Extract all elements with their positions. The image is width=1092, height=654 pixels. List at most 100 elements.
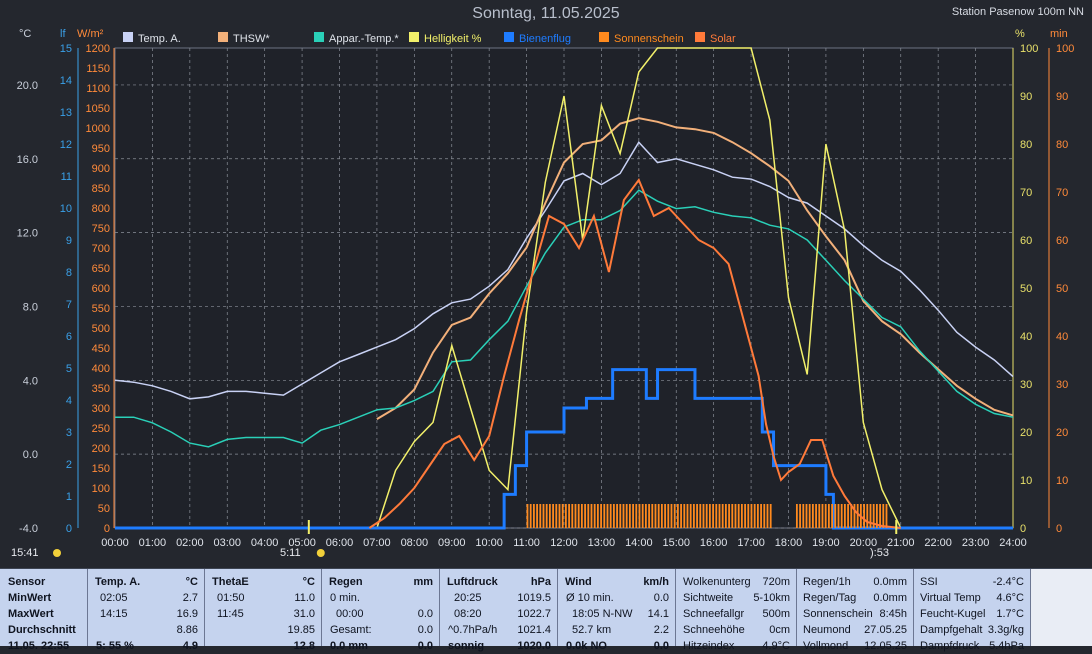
sunshine-bar xyxy=(705,504,708,528)
regen-unit: mm xyxy=(413,576,433,588)
x-tick-label: 24:00 xyxy=(999,537,1027,549)
x-tick-label: 11:00 xyxy=(513,537,540,549)
x-tick-label: 06:00 xyxy=(326,537,354,549)
sunshine-bar xyxy=(657,504,660,528)
ssi-label: SSI xyxy=(920,576,938,588)
regen-max-value: 0.0 xyxy=(417,608,433,620)
luftdruck-avg-value: 1021.4 xyxy=(517,624,551,636)
current-label: 11.05. 22:55 xyxy=(8,640,70,652)
sunshine-bar xyxy=(555,504,558,528)
sunshine-bar xyxy=(641,504,644,528)
min-tick-label: 0 xyxy=(1056,523,1062,535)
min-tick-label: 100 xyxy=(1056,43,1074,55)
stats-table: Sensor MinWert MaxWert Durchschnitt 11.0… xyxy=(0,568,1092,652)
sunshine-bar xyxy=(577,504,580,528)
sunshine-bar xyxy=(686,504,689,528)
sunshine-bar xyxy=(724,504,727,528)
x-tick-label: 05:00 xyxy=(288,537,316,549)
stats-regen-column: Regen mm 0 min. 00:00 0.0 Gesamt: 0.0 0.0 m… xyxy=(322,569,440,652)
sunshine-bar xyxy=(574,504,577,528)
sunshine-bar xyxy=(596,504,599,528)
sunshine-bar xyxy=(721,504,724,528)
lf-tick-label: 2 xyxy=(66,459,72,471)
x-tick-label: 19:00 xyxy=(812,537,840,549)
sunshine-bar xyxy=(882,504,885,528)
legend-label: Bienenflug xyxy=(519,33,571,45)
sunshine-bar xyxy=(866,504,869,528)
sunshine-bar xyxy=(696,504,698,528)
sunshine-bar xyxy=(683,504,686,528)
pct-tick-label: 20 xyxy=(1020,427,1032,439)
solar-tick-label: 50 xyxy=(98,503,110,515)
legend-label: Temp. A. xyxy=(138,33,181,45)
sonnenschein-label: Sonnenschein xyxy=(803,608,873,620)
temp-min-time: 02:05 xyxy=(100,592,128,604)
lf-tick-label: 11 xyxy=(61,171,72,183)
sunshine-bar xyxy=(532,504,535,528)
sunshine-bar xyxy=(632,504,634,528)
pct-unit-label: % xyxy=(1015,28,1025,40)
sunshine-bar xyxy=(536,504,538,528)
sunshine-bar xyxy=(840,504,843,528)
sunshine-bar xyxy=(689,504,692,528)
solar-tick-label: 1150 xyxy=(86,63,110,75)
solar-tick-label: 150 xyxy=(92,463,110,475)
sunshine-bar xyxy=(805,504,808,528)
legend-label: Helligkeit % xyxy=(424,33,482,45)
x-tick-label: 10:00 xyxy=(475,537,503,549)
sunshine-bar xyxy=(875,504,878,528)
luftdruck-min-time: 20:25 xyxy=(454,592,482,604)
sunshine-bar xyxy=(753,504,756,528)
thetae-max-time: 11:45 xyxy=(217,608,244,620)
sunshine-bar xyxy=(869,504,872,528)
lf-tick-label: 7 xyxy=(66,299,72,311)
sunshine-bar xyxy=(824,504,827,528)
regen1h-label: Regen/1h xyxy=(803,576,851,588)
regen-total-label: Gesamt: xyxy=(330,624,372,636)
feucht-kugel-value: 1.7°C xyxy=(996,608,1024,620)
current-time-label: 15:41 xyxy=(11,547,39,559)
luftdruck-header: Luftdruck xyxy=(447,576,498,588)
sunshine-bar xyxy=(747,504,750,528)
dampfdruck-value: 5.4hPa xyxy=(989,640,1024,652)
solar-tick-label: 550 xyxy=(92,303,110,315)
series-temp-a- xyxy=(114,140,1014,400)
sunshine-bar xyxy=(635,504,638,528)
sunshine-bar xyxy=(625,504,628,528)
luftdruck-min-value: 1019.5 xyxy=(517,592,551,604)
sunshine-bar xyxy=(863,504,865,528)
min-tick-label: 40 xyxy=(1056,331,1068,343)
wind-unit: km/h xyxy=(643,576,669,588)
sunshine-bar xyxy=(664,504,666,528)
sunshine-bar xyxy=(548,504,551,528)
stats-thetae-column: ThetaE °C 01:50 11.0 11:45 31.0 19.85 12.8 xyxy=(205,569,322,652)
luftdruck-max-value: 1022.7 xyxy=(517,608,551,620)
luftdruck-max-time: 08:20 xyxy=(454,608,482,620)
sunshine-bar xyxy=(766,504,769,528)
solar-tick-label: 850 xyxy=(92,183,110,195)
thetae-avg-value: 19.85 xyxy=(287,624,315,636)
stats-col6: Wolkenunterg 720m Sichtweite 5-10km Schnee… xyxy=(676,569,797,652)
sunshine-bar xyxy=(564,504,567,528)
sunshine-bar xyxy=(571,504,574,528)
temp-tick-label: 0.0 xyxy=(23,449,38,461)
stats-luftdruck-column: Luftdruck hPa 20:25 1019.5 08:20 1022.7 ^0.… xyxy=(440,569,558,652)
sunshine-bar xyxy=(593,504,596,528)
min-tick-label: 30 xyxy=(1056,379,1068,391)
thetae-max-value: 31.0 xyxy=(293,608,315,620)
solar-tick-label: 100 xyxy=(92,483,110,495)
temp-min-value: 2.7 xyxy=(182,592,198,604)
wind-max-time: 18:05 N-NW xyxy=(572,608,633,620)
regentag-label: Regen/Tag xyxy=(803,592,857,604)
pct-tick-label: 80 xyxy=(1020,139,1032,151)
sunshine-bar xyxy=(879,504,881,528)
sunshine-bar xyxy=(708,504,711,528)
sunshine-bar xyxy=(750,504,753,528)
sunshine-bar xyxy=(558,504,561,528)
sun-icon xyxy=(316,549,325,557)
solar-tick-label: 1000 xyxy=(86,123,110,135)
series-solar xyxy=(368,177,901,529)
pct-tick-label: 50 xyxy=(1020,283,1032,295)
sunshine-bar xyxy=(609,504,612,528)
max-label: MaxWert xyxy=(8,608,54,620)
